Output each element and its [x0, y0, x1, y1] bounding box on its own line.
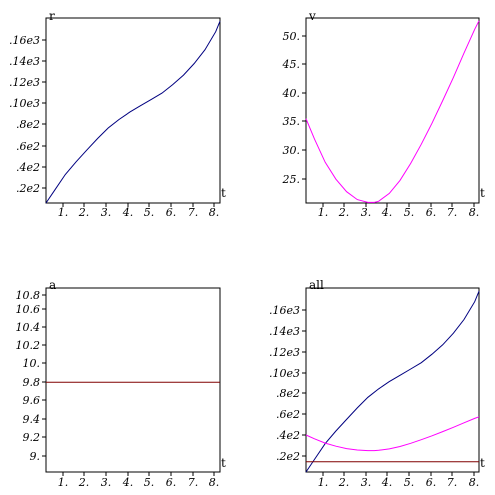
y-tick-label: .16e3: [269, 304, 300, 317]
x-tick-label: 5.: [404, 206, 415, 219]
y-tick-label: 10.8: [16, 289, 41, 302]
plot-panel-top-left: r t 1. 2. 3. 4. 5. 6. 7. 8. .2e2 .4e2 .6e2 .8e2 .10e3.…: [9, 9, 226, 219]
x-tick-label: 2.: [78, 476, 90, 489]
x-tick-label: 3.: [101, 476, 112, 489]
y-tick-label: 50.: [283, 30, 301, 43]
y-tick-label: 45.: [282, 58, 301, 71]
y-tick-label: .2e2: [16, 182, 40, 195]
plot-frame: [305, 17, 480, 204]
x-tick-label: 2.: [78, 206, 90, 219]
x-tick-label: 7.: [447, 206, 458, 219]
y-tick-label: .6e2: [276, 408, 300, 421]
series-line-0: [305, 20, 480, 203]
plot-panel-bottom-left: a t 1. 2. 3. 4. 5. 6. 7. 8. 9. 9.2 9.4 9.6 9.8 10. 10.2 1…: [16, 278, 227, 489]
y-tick-label: 9.4: [23, 413, 41, 426]
series-line-0: [305, 291, 480, 473]
plot-frame: [45, 17, 221, 204]
x-tick-label: 5.: [144, 206, 155, 219]
x-tick-label: 7.: [447, 476, 458, 489]
x-tick-label: 1.: [58, 476, 69, 489]
y-tick-label: .12e3: [9, 76, 40, 89]
y-tick-label: .10e3: [269, 367, 300, 380]
panel-title: a: [49, 278, 56, 292]
x-axis-label: t: [480, 186, 485, 200]
x-axis-label: t: [221, 456, 226, 470]
x-tick-label: 1.: [58, 206, 69, 219]
x-tick-label: 8.: [209, 206, 220, 219]
x-tick-label: 6.: [426, 476, 437, 489]
x-tick-label: 8.: [209, 476, 220, 489]
plot-frame: [45, 287, 221, 473]
y-tick-label: 9.6: [23, 394, 41, 407]
y-tick-label: .8e2: [276, 387, 300, 400]
y-tick-label: 10.6: [16, 303, 41, 316]
y-tick-label: 30.: [283, 144, 301, 157]
x-axis-label: t: [221, 186, 226, 200]
x-tick-label: 4.: [122, 476, 134, 489]
y-tick-label: .6e2: [16, 140, 40, 153]
y-tick-label: .16e3: [9, 34, 40, 47]
x-tick-label: 5.: [404, 476, 415, 489]
plot-frame: [305, 287, 480, 473]
y-tick-label: 9.2: [23, 431, 41, 444]
series-line-1: [305, 416, 480, 452]
y-tick-label: 25.: [282, 173, 301, 186]
plot-panel-bottom-right: all t 1. 2. 3. 4. 5. 6. 7. 8. .2e2 .4e2 .6e2 .8e2 .10e…: [269, 278, 485, 489]
y-tick-label: 10.2: [16, 339, 41, 352]
y-tick-label: .14e3: [9, 55, 40, 68]
y-tick-label: 40.: [282, 87, 301, 100]
x-tick-label: 3.: [361, 206, 372, 219]
x-tick-label: 3.: [361, 476, 372, 489]
x-tick-label: 2.: [338, 206, 350, 219]
panel-title: r: [49, 9, 55, 23]
y-tick-label: .2e2: [276, 450, 300, 463]
x-tick-label: 6.: [166, 206, 177, 219]
y-tick-label: .4e2: [276, 429, 300, 442]
x-tick-label: 8.: [469, 206, 480, 219]
y-tick-label: 9.: [30, 450, 41, 463]
y-tick-label: 10.: [23, 357, 41, 370]
x-tick-label: 4.: [381, 476, 393, 489]
x-tick-label: 5.: [144, 476, 155, 489]
x-tick-label: 1.: [318, 476, 329, 489]
x-tick-label: 3.: [101, 206, 112, 219]
panel-title: all: [309, 278, 324, 292]
x-tick-label: 8.: [469, 476, 480, 489]
x-tick-label: 7.: [188, 206, 199, 219]
y-tick-label: .4e2: [16, 161, 40, 174]
x-tick-label: 7.: [188, 476, 199, 489]
y-tick-label: .12e3: [269, 346, 300, 359]
plot-panel-top-right: v t 1. 2. 3. 4. 5. 6. 7. 8. 25. 30. 35. 40. 45. 50.: [282, 9, 486, 219]
panel-title: v: [308, 9, 316, 23]
y-tick-label: 9.8: [23, 376, 41, 389]
y-tick-label: .8e2: [16, 118, 40, 131]
x-axis-label: t: [480, 456, 485, 470]
y-tick-label: 35.: [283, 115, 301, 128]
x-tick-label: 1.: [318, 206, 329, 219]
x-tick-label: 6.: [426, 206, 437, 219]
x-tick-label: 4.: [122, 206, 134, 219]
y-tick-label: 10.4: [16, 321, 41, 334]
y-tick-label: .10e3: [9, 97, 40, 110]
series-line-0: [45, 21, 221, 204]
x-tick-label: 6.: [166, 476, 177, 489]
x-tick-label: 4.: [381, 206, 393, 219]
y-tick-label: .14e3: [269, 325, 300, 338]
x-tick-label: 2.: [338, 476, 350, 489]
